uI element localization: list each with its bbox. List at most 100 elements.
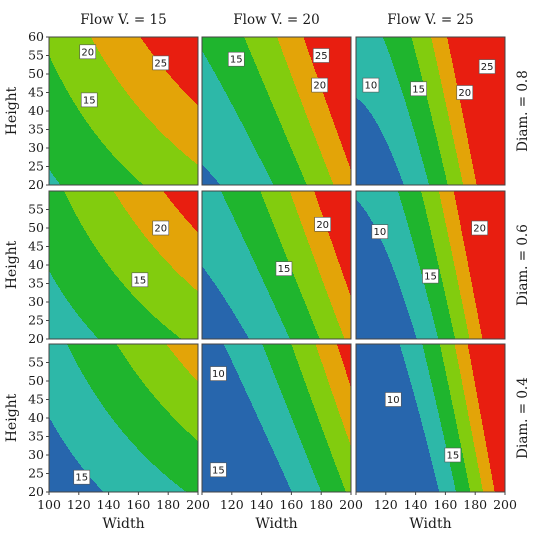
contour-cell xyxy=(216,179,271,180)
contour-cell xyxy=(409,113,431,114)
contour-cell xyxy=(467,136,505,137)
contour-cell xyxy=(278,235,306,236)
contour-cell xyxy=(49,193,65,194)
contour-cell xyxy=(296,159,324,160)
contour-cell xyxy=(49,182,59,183)
contour-cell xyxy=(343,361,351,362)
contour-cell xyxy=(439,147,455,148)
contour-cell xyxy=(451,321,466,322)
contour-cell xyxy=(283,247,310,248)
contour-cell xyxy=(434,246,451,247)
contour-cell xyxy=(202,87,223,88)
contour-cell xyxy=(272,103,302,104)
contour-cell xyxy=(356,123,377,124)
contour-cell xyxy=(332,181,351,182)
contour-cell xyxy=(267,208,296,209)
contour-cell xyxy=(294,351,318,352)
contour-cell xyxy=(249,49,282,50)
contour-cell xyxy=(224,198,263,199)
contour-cell xyxy=(422,76,440,77)
contour-cell xyxy=(428,182,447,183)
contour-cell xyxy=(405,100,428,101)
contour-cell xyxy=(323,366,344,367)
contour-cell xyxy=(345,368,351,369)
contour-cell xyxy=(408,225,429,226)
contour-cell xyxy=(85,119,149,120)
contour-cell xyxy=(425,91,443,92)
contour-cell xyxy=(282,51,308,52)
contour-cell xyxy=(73,209,125,210)
contour-cell xyxy=(276,309,308,310)
contour-cell xyxy=(89,237,146,238)
contour-cell xyxy=(181,88,198,89)
contour-cell xyxy=(452,60,505,61)
contour-cell xyxy=(163,473,198,474)
contour-cell xyxy=(365,105,406,106)
contour-cell xyxy=(218,288,267,289)
contour-cell xyxy=(70,450,139,451)
contour-cell xyxy=(315,192,351,193)
contour-cell xyxy=(277,114,306,115)
contour-cell xyxy=(342,360,351,361)
contour-cell xyxy=(271,217,299,218)
contour-cell xyxy=(141,303,198,304)
contour-cell xyxy=(202,193,222,194)
contour-cell xyxy=(116,195,167,196)
contour-cell xyxy=(322,155,346,156)
contour-cell xyxy=(333,119,351,120)
contour-cell xyxy=(179,337,198,338)
contour-cell xyxy=(341,328,351,329)
contour-cell xyxy=(356,216,369,217)
contour-cell xyxy=(440,78,456,79)
contour-cell xyxy=(202,119,240,120)
contour-cell xyxy=(290,265,317,266)
contour-cell xyxy=(279,237,307,238)
contour-cell xyxy=(444,287,459,288)
contour-cell xyxy=(340,266,351,267)
contour-cell xyxy=(273,372,302,373)
contour-cell xyxy=(383,38,412,39)
contour-cell xyxy=(167,196,198,197)
contour-cell xyxy=(384,39,412,40)
contour-cell xyxy=(125,434,191,435)
contour-cell xyxy=(99,399,157,400)
contour-cell xyxy=(391,58,417,59)
contour-cell xyxy=(49,136,98,137)
contour-cell xyxy=(455,197,505,198)
contour-cell xyxy=(130,96,189,97)
contour-cell xyxy=(437,137,453,138)
contour-cell xyxy=(218,78,262,79)
contour-cell xyxy=(417,142,438,143)
contour-cell xyxy=(49,79,61,80)
contour-cell xyxy=(49,120,86,121)
contour-cell xyxy=(272,368,300,369)
contour-cell xyxy=(112,72,167,73)
contour-cell xyxy=(49,382,88,383)
contour-cell xyxy=(49,362,76,363)
contour-cell xyxy=(387,142,417,143)
contour-cell xyxy=(276,308,307,309)
contour-cell xyxy=(314,256,337,257)
contour-cell xyxy=(49,155,113,156)
contour-cell xyxy=(321,151,344,152)
contour-cell xyxy=(356,263,391,264)
contour-cell xyxy=(421,72,439,73)
contour-cell xyxy=(446,105,461,106)
contour-cell xyxy=(411,121,433,122)
contour-cell xyxy=(315,328,341,329)
contour-cell xyxy=(145,43,198,44)
contour-cell xyxy=(138,300,198,301)
contour-cell xyxy=(127,359,178,360)
contour-cell xyxy=(356,214,368,215)
contour-cell xyxy=(336,315,351,316)
contour-cell xyxy=(410,117,432,118)
contour-cell xyxy=(432,235,448,236)
contour-cell xyxy=(151,392,198,393)
contour-cell xyxy=(450,317,465,318)
contour-cell xyxy=(50,56,102,57)
contour-cell xyxy=(424,202,441,203)
contour-label-box xyxy=(79,44,97,60)
contour-cell xyxy=(478,318,505,319)
contour-cell xyxy=(462,303,476,304)
contour-cell xyxy=(297,359,321,360)
